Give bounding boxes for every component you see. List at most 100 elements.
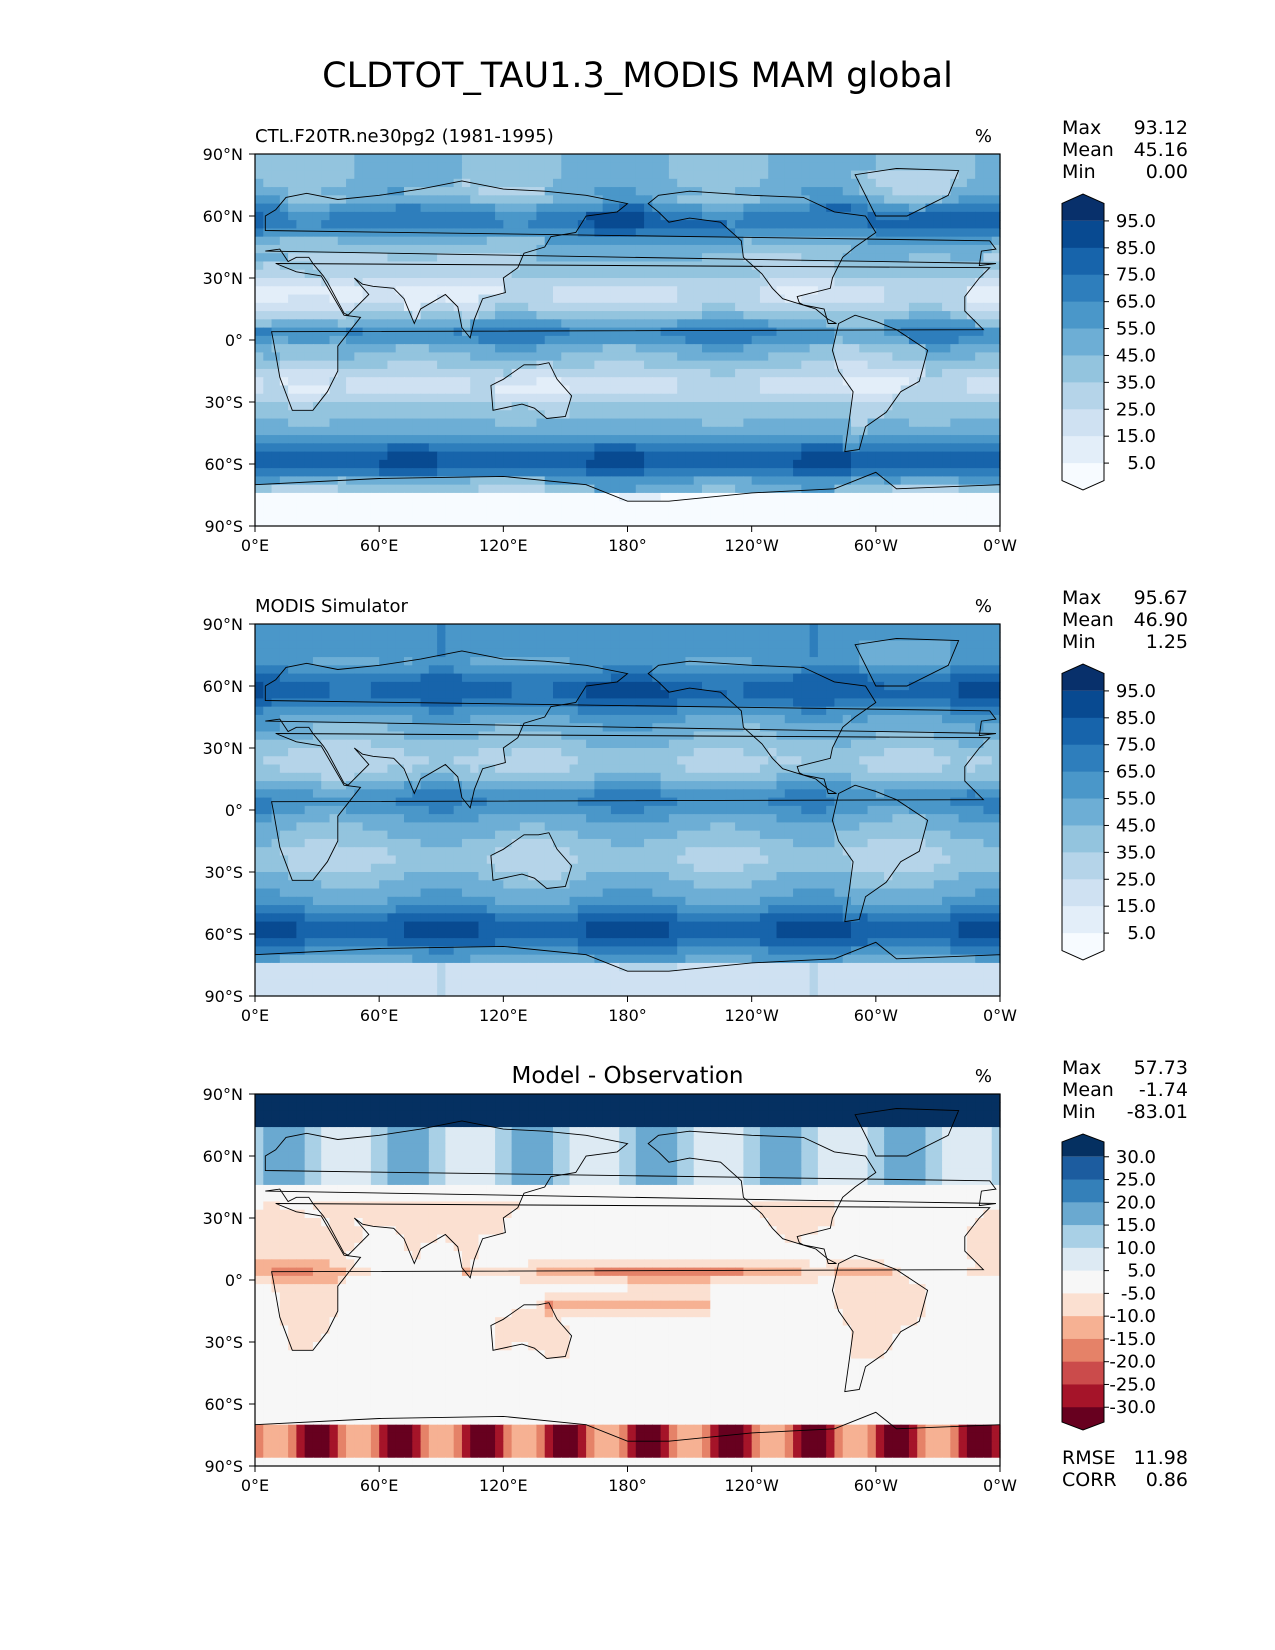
lon-tick-label: 0°E bbox=[241, 1476, 269, 1495]
lon-tick-label: 0°E bbox=[241, 536, 269, 555]
lon-tick-label: 60°E bbox=[360, 1476, 398, 1495]
lat-tick-label: 30°N bbox=[203, 269, 243, 288]
colorbar-label: 20.0 bbox=[1116, 1192, 1156, 1213]
panel-left-title: CTL.F20TR.ne30pg2 (1981-1995) bbox=[255, 126, 554, 147]
colorbar-swatch bbox=[1062, 744, 1104, 773]
stat-value: 45.16 bbox=[1134, 139, 1188, 161]
colorbar-swatch bbox=[1062, 771, 1104, 800]
stat-label: Mean bbox=[1062, 1079, 1114, 1101]
lat-tick-label: 0° bbox=[225, 1271, 243, 1290]
map-field bbox=[255, 624, 1001, 997]
colorbar-label: 25.0 bbox=[1116, 869, 1156, 890]
colorbar-swatch bbox=[1062, 355, 1104, 383]
lon-tick-label: 0°E bbox=[241, 1006, 269, 1025]
colorbar: 5.0 15.0 25.0 35.0 45.0 55.0 65.0 75.0 85.0 95.0 bbox=[1061, 663, 1156, 961]
lat-tick-label: 60°S bbox=[204, 1395, 243, 1414]
colorbar-label: 10.0 bbox=[1116, 1238, 1156, 1259]
lon-tick-label: 120°E bbox=[479, 1476, 528, 1495]
colorbar-swatch bbox=[1062, 879, 1104, 907]
lon-tick-label: 0°W bbox=[983, 536, 1017, 555]
coastlines bbox=[254, 638, 1001, 997]
panel-units: % bbox=[975, 596, 992, 617]
colorbar-swatch bbox=[1062, 690, 1104, 719]
lat-tick-label: 90°S bbox=[204, 987, 243, 1006]
colorbar-label: 30.0 bbox=[1116, 1147, 1156, 1168]
stat-value: 46.90 bbox=[1134, 609, 1188, 631]
lat-tick-label: 0° bbox=[225, 801, 243, 820]
panel-units: % bbox=[975, 1066, 992, 1087]
stat-label: Mean bbox=[1062, 139, 1114, 161]
lon-tick-label: 120°E bbox=[479, 536, 528, 555]
colorbar-swatch bbox=[1062, 825, 1104, 853]
panel-center-title: Model - Observation bbox=[511, 1063, 743, 1089]
colorbar-swatch bbox=[1062, 717, 1104, 746]
lat-tick-label: 60°N bbox=[203, 207, 243, 226]
map-panel-3: Model - Observation % 90°N 60°N 30°N 0° 30°S 60… bbox=[203, 1057, 1188, 1495]
lon-tick-label: 180° bbox=[608, 1476, 647, 1495]
colorbar-label: -10.0 bbox=[1109, 1306, 1156, 1327]
colorbar-swatch bbox=[1062, 1202, 1104, 1226]
lat-tick-label: 30°S bbox=[204, 1333, 243, 1352]
stat-label: Max bbox=[1062, 1057, 1101, 1079]
lon-tick-label: 0°W bbox=[983, 1006, 1017, 1025]
colorbar-label: 35.0 bbox=[1116, 372, 1156, 393]
lon-tick-label: 180° bbox=[608, 1006, 647, 1025]
lat-tick-label: 90°N bbox=[203, 615, 243, 634]
colorbar-swatch bbox=[1062, 1338, 1104, 1363]
colorbar-swatch bbox=[1062, 328, 1104, 356]
lat-tick-label: 60°S bbox=[204, 925, 243, 944]
lat-tick-label: 30°N bbox=[203, 739, 243, 758]
lat-tick-label: 60°N bbox=[203, 1147, 243, 1166]
stat-value: 11.98 bbox=[1134, 1447, 1188, 1469]
lat-tick-label: 90°N bbox=[203, 1085, 243, 1104]
lon-tick-label: 60°E bbox=[360, 536, 398, 555]
lat-tick-label: 30°S bbox=[204, 863, 243, 882]
figure-title: CLDTOT_TAU1.3_MODIS MAM global bbox=[322, 56, 953, 96]
colorbar-swatch bbox=[1062, 220, 1104, 249]
colorbar-extend-bottom bbox=[1062, 463, 1104, 490]
lon-tick-label: 120°E bbox=[479, 1006, 528, 1025]
colorbar-extend-top bbox=[1062, 1134, 1104, 1157]
colorbar-label: 25.0 bbox=[1116, 1170, 1156, 1191]
colorbar: -30.0-25.0-20.0-15.0-10.0-5.05.010.015.0… bbox=[1061, 1133, 1156, 1431]
stat-value: 1.25 bbox=[1146, 631, 1188, 653]
stat-label: Mean bbox=[1062, 609, 1114, 631]
lon-tick-label: 120°W bbox=[724, 536, 779, 555]
colorbar-swatch bbox=[1062, 409, 1104, 437]
colorbar-extend-bottom bbox=[1062, 933, 1104, 960]
stat-value: 0.86 bbox=[1146, 1469, 1188, 1491]
stat-label: Max bbox=[1062, 117, 1101, 139]
stat-label: Max bbox=[1062, 587, 1101, 609]
colorbar-label: 15.0 bbox=[1116, 896, 1156, 917]
colorbar-swatch bbox=[1062, 1156, 1104, 1181]
stat-value: -83.01 bbox=[1127, 1101, 1188, 1123]
lat-tick-label: 30°N bbox=[203, 1209, 243, 1228]
colorbar-label: 5.0 bbox=[1127, 923, 1156, 944]
stat-label: RMSE bbox=[1062, 1447, 1116, 1469]
stat-value: 0.00 bbox=[1146, 161, 1188, 183]
colorbar-swatch bbox=[1062, 1293, 1104, 1317]
colorbar-label: -20.0 bbox=[1109, 1352, 1156, 1373]
colorbar-label: 35.0 bbox=[1116, 842, 1156, 863]
lat-tick-label: 90°S bbox=[204, 517, 243, 536]
lat-tick-label: 60°S bbox=[204, 455, 243, 474]
lon-tick-label: 60°E bbox=[360, 1006, 398, 1025]
colorbar-label: 75.0 bbox=[1116, 265, 1156, 286]
stats-block: Max 95.67 Mean 46.90 Min 1.25 bbox=[1062, 587, 1188, 653]
colorbar-swatch bbox=[1062, 1225, 1104, 1249]
map-panel-1: CTL.F20TR.ne30pg2 (1981-1995) % 90°N 60°N 30… bbox=[203, 117, 1188, 555]
colorbar-outline bbox=[1061, 1133, 1105, 1431]
colorbar-label: -15.0 bbox=[1109, 1329, 1156, 1350]
colorbar-label: 15.0 bbox=[1116, 1215, 1156, 1236]
coastlines bbox=[254, 168, 1001, 527]
colorbar-label: 65.0 bbox=[1116, 762, 1156, 783]
colorbar-swatch bbox=[1062, 798, 1104, 826]
colorbar-label: 75.0 bbox=[1116, 735, 1156, 756]
colorbar-extend-top bbox=[1062, 664, 1104, 691]
stat-label: Min bbox=[1062, 161, 1096, 183]
stats-block: Max 57.73 Mean -1.74 Min -83.01 RMSE 11.98 CORR 0… bbox=[1062, 1057, 1188, 1491]
colorbar-swatch bbox=[1062, 852, 1104, 880]
colorbar-label: 95.0 bbox=[1116, 211, 1156, 232]
lon-tick-label: 180° bbox=[608, 536, 647, 555]
